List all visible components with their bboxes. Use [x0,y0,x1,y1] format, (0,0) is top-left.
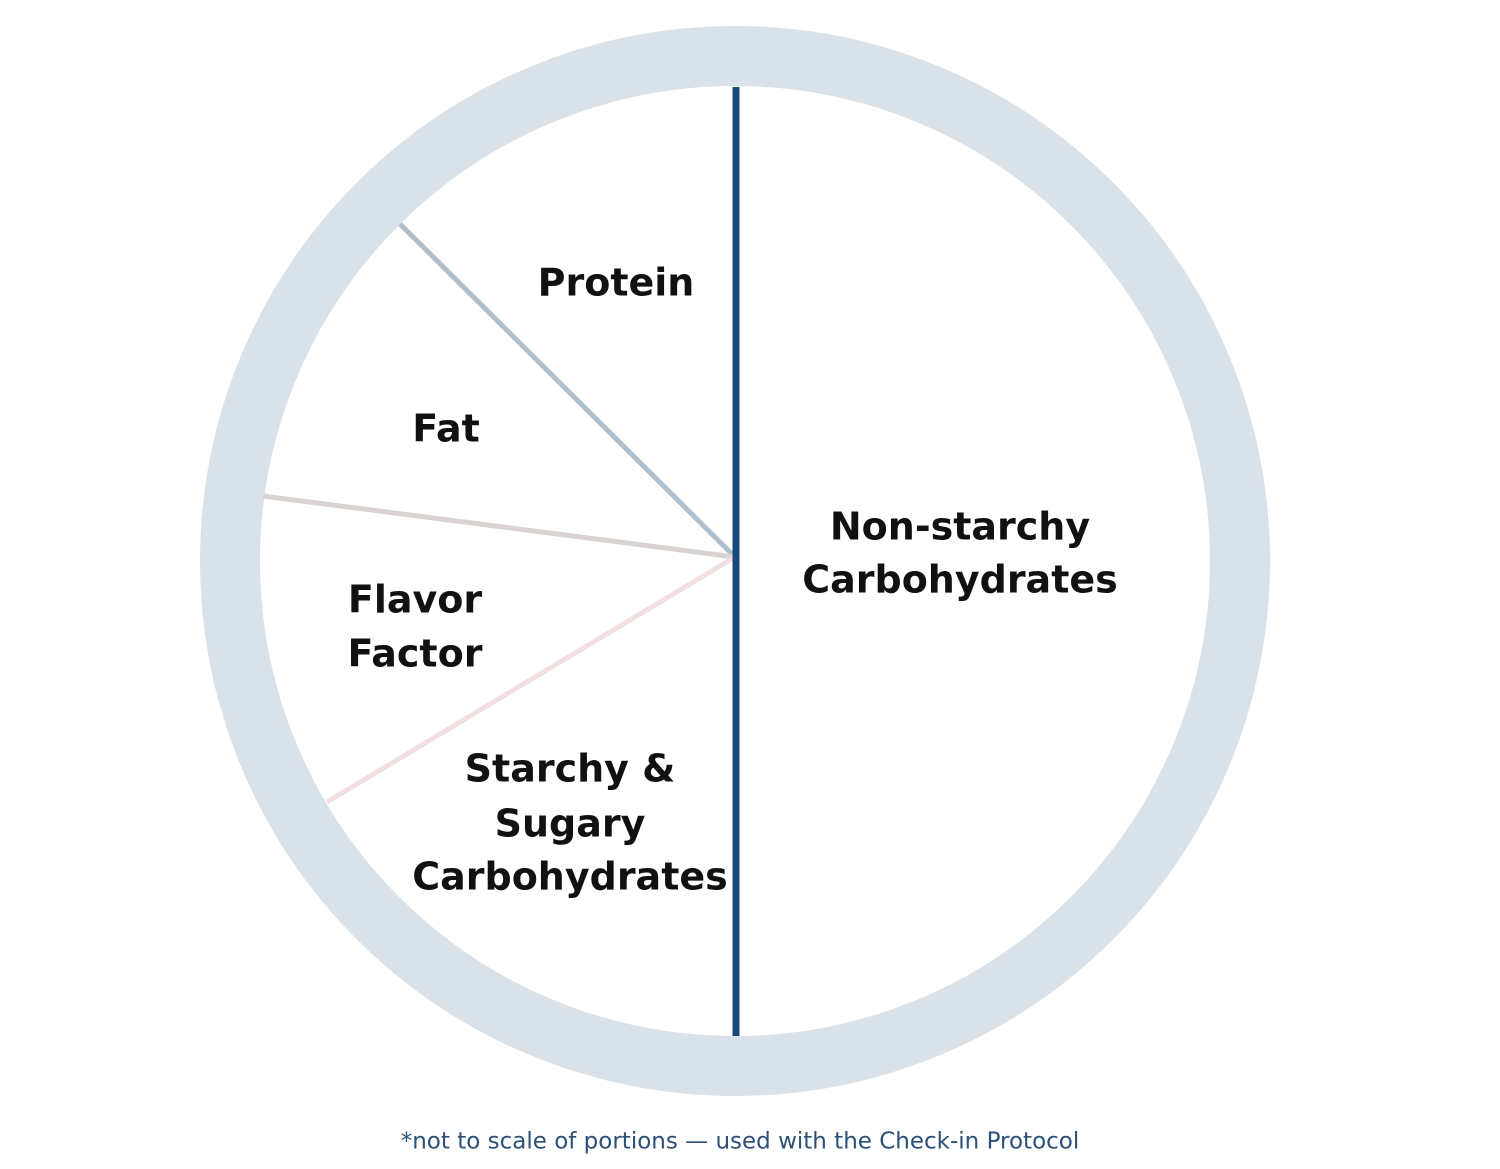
divider-protein-fat [398,222,737,559]
section-label: Starchy & [465,747,676,791]
divider-fat-flavor [262,493,736,560]
section-label: Carbohydrates [802,558,1118,602]
divider-flavor-starchy [325,554,737,805]
section-label: Factor [348,632,483,676]
section-label: Protein [538,261,695,305]
footnote: *not to scale of portions — used with th… [401,1129,1080,1155]
section-label: Carbohydrates [412,855,728,899]
section-label: Non-starchy [830,505,1090,549]
section-label: Sugary [495,802,646,846]
section-label: Fat [412,407,480,451]
section-label: Flavor [348,578,483,622]
